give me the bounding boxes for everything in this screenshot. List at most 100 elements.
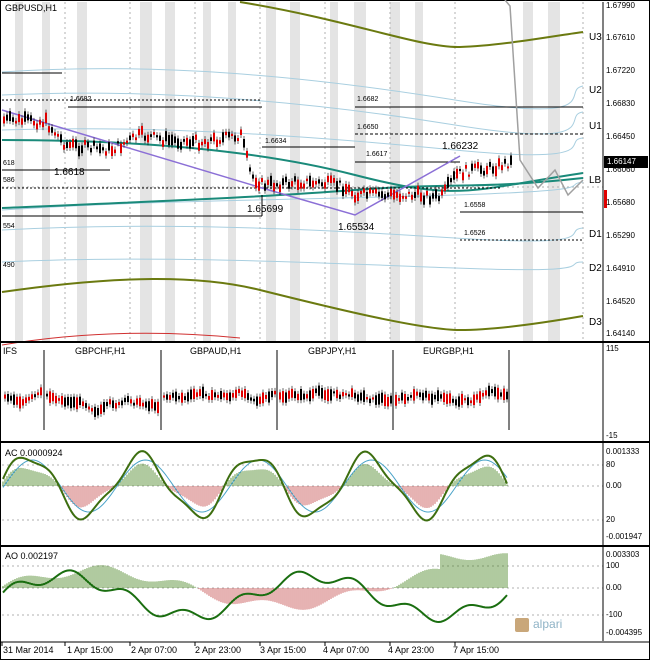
ifs-body	[336, 389, 338, 399]
ifs-body	[419, 392, 421, 398]
ifs-body	[318, 385, 320, 396]
ifs-body	[163, 395, 165, 398]
ifs-body	[52, 392, 54, 402]
price-tick: 1.66830	[606, 99, 635, 108]
candle-body	[450, 178, 452, 183]
candle-body	[15, 120, 17, 124]
ifs-body	[262, 392, 264, 404]
candle-body	[99, 143, 101, 154]
time-tick: 31 Mar 2014	[3, 645, 54, 655]
ifs-body	[416, 391, 418, 396]
candle-body	[336, 181, 338, 192]
ifs-body	[452, 398, 454, 403]
candle-body	[147, 134, 149, 143]
ifs-body	[503, 388, 505, 401]
pivot-d3: D3	[589, 317, 602, 328]
ifs-body	[172, 392, 174, 398]
candle-body	[93, 140, 95, 146]
candle-body	[423, 195, 425, 205]
ifs-body	[431, 393, 433, 405]
annotation-price: 1.66232	[442, 141, 479, 152]
ifs-body	[443, 392, 445, 403]
ao-axis-tick: 100	[606, 561, 620, 570]
pivot-u1: U1	[589, 121, 602, 132]
ifs-body	[351, 388, 353, 398]
candle-body	[240, 129, 242, 135]
candle-body	[483, 170, 485, 176]
candle-body	[108, 142, 110, 151]
ifs-body	[482, 392, 484, 397]
ifs-body	[395, 394, 397, 406]
ao-panel[interactable]	[2, 547, 604, 641]
candle-body	[480, 165, 482, 174]
candle-body	[6, 114, 8, 121]
ifs-body	[473, 394, 475, 406]
ifs-body	[247, 393, 249, 400]
candle-body	[201, 141, 203, 146]
ifs-body	[425, 390, 427, 398]
ifs-panel[interactable]	[4, 343, 604, 441]
candle-body	[315, 181, 317, 185]
candle-body	[414, 191, 416, 198]
candle-body	[267, 179, 269, 185]
ifs-body	[321, 388, 323, 399]
candle-body	[417, 185, 419, 195]
ifs-body	[136, 398, 138, 405]
ifs-body	[360, 392, 362, 401]
ifs-body	[94, 406, 96, 417]
time-tick: 2 Apr 07:00	[131, 645, 178, 655]
candle-body	[183, 139, 185, 142]
candle-body	[225, 131, 227, 136]
ifs-title: IFS	[3, 346, 18, 356]
candle-body	[171, 134, 173, 146]
candle-body	[210, 137, 212, 141]
ifs-body	[121, 400, 123, 406]
ifs-body	[294, 391, 296, 399]
ifs-body	[476, 394, 478, 400]
ifs-body	[61, 396, 63, 405]
ifs-body	[437, 390, 439, 402]
candle-body	[117, 141, 119, 144]
ifs-body	[464, 398, 466, 401]
candle-body	[366, 191, 368, 199]
ifs-body	[279, 392, 281, 400]
candle-body	[426, 190, 428, 196]
ifs-body	[166, 394, 168, 400]
candle-body	[489, 161, 491, 167]
candle-body	[372, 189, 374, 194]
candle-body	[102, 147, 104, 151]
ao-axis-tick: 0.00	[606, 583, 622, 592]
ifs-body	[253, 398, 255, 402]
candle-body	[453, 171, 455, 180]
ac-panel[interactable]	[2, 443, 604, 545]
candle-body	[138, 128, 140, 136]
ifs-body	[422, 392, 424, 401]
candle-body	[339, 180, 341, 183]
main-price-panel[interactable]	[1, 0, 607, 346]
price-tick: 1.66450	[606, 132, 635, 141]
candle-body	[246, 150, 248, 158]
ifs-body	[390, 395, 392, 404]
ifs-body	[85, 403, 87, 408]
candle-body	[162, 140, 164, 147]
edge-label: 586	[3, 177, 15, 184]
ifs-body	[309, 390, 311, 402]
candle-body	[168, 135, 170, 146]
candle-body	[378, 191, 380, 197]
ac-axis-tick: 0.001333	[606, 447, 640, 456]
ifs-body	[223, 392, 225, 398]
candle-body	[486, 165, 488, 175]
candle-body	[192, 136, 194, 146]
ifs-body	[357, 394, 359, 402]
ifs-body	[232, 393, 234, 398]
ifs-body	[366, 397, 368, 400]
price-tick: 1.64520	[606, 297, 635, 306]
candle-body	[309, 175, 311, 187]
time-tick: 4 Apr 23:00	[388, 645, 435, 655]
candle-body	[12, 117, 14, 122]
ifs-axis-tick: -15	[606, 431, 618, 440]
edge-label: 490	[3, 262, 15, 269]
candle-body	[123, 142, 125, 145]
ifs-body	[497, 387, 499, 400]
